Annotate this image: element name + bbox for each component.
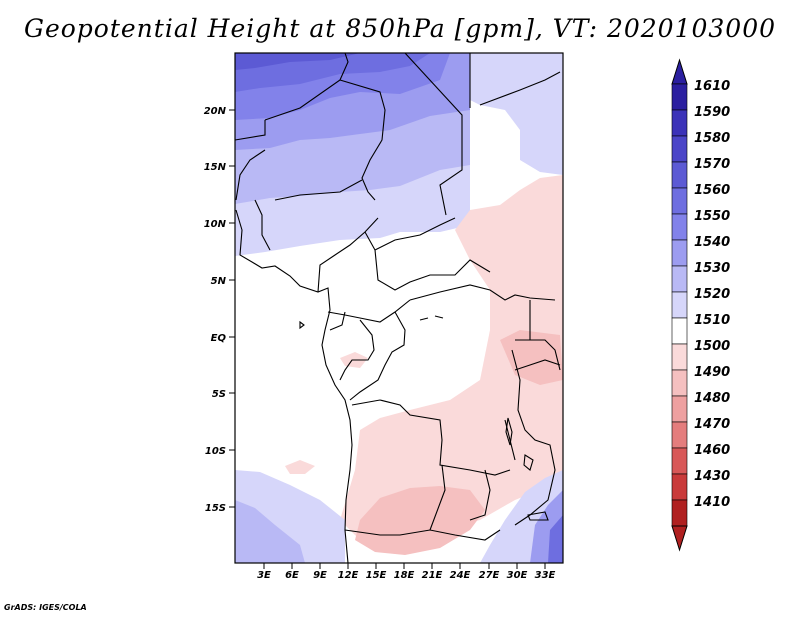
lon-label: 15E	[366, 570, 387, 581]
colorbar: 1610 1590 1580 1570 1560 1550 1540 1530 1520 1510…	[671, 58, 730, 552]
lat-label: 15N	[204, 162, 227, 173]
colorbar-label: 1560	[694, 183, 730, 198]
height-field	[235, 53, 563, 563]
lat-label: 15S	[205, 503, 226, 514]
lon-label: 24E	[450, 570, 471, 581]
lon-label: 6E	[285, 570, 299, 581]
colorbar-label: 1430	[694, 469, 730, 484]
lon-label: 9E	[313, 570, 327, 581]
lon-label: 18E	[394, 570, 415, 581]
colorbar-label: 1610	[694, 79, 730, 94]
lon-label: 21E	[422, 570, 443, 581]
colorbar-swatch	[671, 161, 688, 189]
colorbar-label: 1570	[694, 157, 730, 172]
lat-label: 10N	[204, 219, 227, 230]
colorbar-label: 1550	[694, 209, 730, 224]
colorbar-label: 1530	[694, 261, 730, 276]
colorbar-label: 1580	[694, 131, 730, 146]
lat-label: EQ	[211, 333, 227, 344]
colorbar-swatch	[671, 317, 688, 345]
colorbar-swatch	[671, 395, 688, 423]
plot-frame	[234, 52, 564, 564]
colorbar-swatch	[671, 83, 688, 111]
political-boundaries	[235, 53, 561, 563]
lat-label: 20N	[204, 106, 227, 117]
colorbar-swatch	[671, 109, 688, 137]
colorbar-label: 1500	[694, 339, 730, 354]
map-title: Geopotential Height at 850hPa [gpm], VT:…	[23, 14, 777, 43]
colorbar-bottom-arrow	[671, 525, 688, 552]
colorbar-label: 1490	[694, 365, 730, 380]
colorbar-swatch	[671, 499, 688, 527]
latitude-axis: 20N 15N 10N 5N EQ 5S 10S 15S	[204, 106, 235, 514]
colorbar-swatch	[671, 421, 688, 449]
footer-credit: GrADS: IGES/COLA	[4, 603, 87, 612]
colorbar-swatch	[671, 265, 688, 293]
longitude-axis: 3E 6E 9E 12E 15E 18E 21E 24E 27E 30E 33E	[257, 563, 556, 581]
lat-label: 5S	[212, 389, 226, 400]
colorbar-swatch	[671, 135, 688, 163]
lon-label: 3E	[257, 570, 271, 581]
colorbar-label: 1540	[694, 235, 730, 250]
colorbar-top-arrow	[671, 58, 688, 85]
colorbar-label: 1410	[694, 495, 730, 510]
lon-label: 33E	[535, 570, 556, 581]
lon-label: 30E	[507, 570, 528, 581]
colorbar-label: 1460	[694, 443, 730, 458]
colorbar-swatch	[671, 447, 688, 475]
lat-label: 10S	[205, 446, 226, 457]
lat-label: 5N	[211, 276, 227, 287]
colorbar-swatch	[671, 239, 688, 267]
colorbar-swatch	[671, 291, 688, 319]
colorbar-label: 1480	[694, 391, 730, 406]
colorbar-swatch	[671, 473, 688, 501]
colorbar-swatch	[671, 369, 688, 397]
colorbar-label: 1590	[694, 105, 730, 120]
colorbar-swatch	[671, 343, 688, 371]
lon-label: 12E	[338, 570, 359, 581]
colorbar-label: 1510	[694, 313, 730, 328]
lon-label: 27E	[479, 570, 500, 581]
colorbar-label: 1520	[694, 287, 730, 302]
colorbar-label: 1470	[694, 417, 730, 432]
colorbar-swatch	[671, 213, 688, 241]
colorbar-swatch	[671, 187, 688, 215]
